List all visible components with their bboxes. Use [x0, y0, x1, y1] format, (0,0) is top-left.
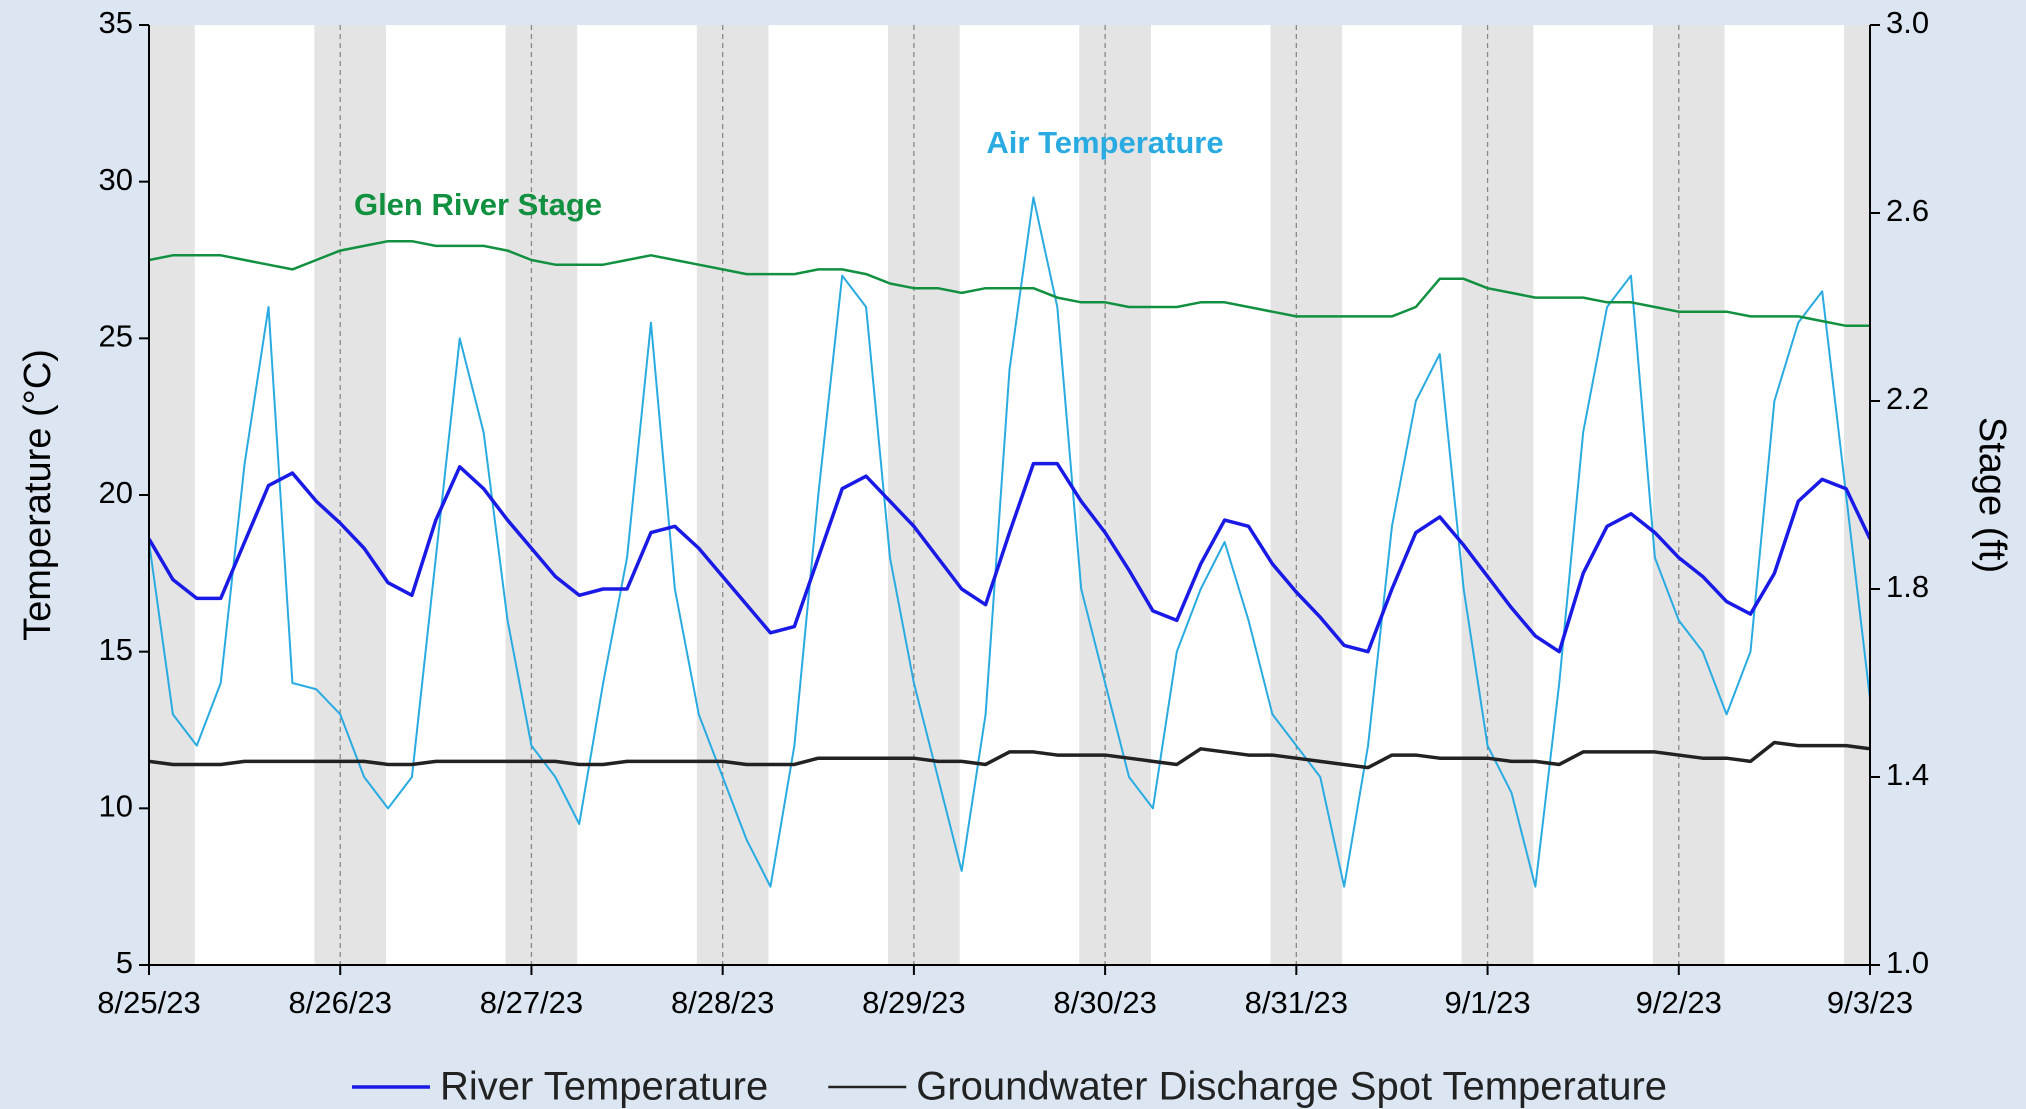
y2-tick-label: 1.8 [1886, 569, 1929, 604]
x-tick-label: 9/2/23 [1636, 985, 1722, 1020]
legend-label: Groundwater Discharge Spot Temperature [916, 1065, 1667, 1109]
night-band [1652, 25, 1725, 965]
night-band [505, 25, 578, 965]
night-band [1270, 25, 1343, 965]
night-band [1844, 25, 1870, 965]
y-tick-label: 15 [99, 632, 133, 667]
plot-area [149, 25, 1870, 965]
series-annotation: Air Temperature [986, 125, 1223, 160]
x-tick-label: 8/27/23 [480, 985, 583, 1020]
y2-tick-label: 3.0 [1886, 5, 1929, 40]
y2-tick-label: 2.2 [1886, 381, 1929, 416]
x-tick-label: 9/3/23 [1827, 985, 1913, 1020]
x-tick-label: 8/30/23 [1053, 985, 1156, 1020]
y-axis-title: Temperature (°C) [17, 349, 59, 641]
lines [149, 196, 1870, 888]
y2-tick-label: 1.4 [1886, 757, 1929, 792]
y2-tick-label: 1.0 [1886, 945, 1929, 980]
y-tick-label: 25 [99, 319, 133, 354]
y-tick-label: 35 [99, 5, 133, 40]
x-tick-label: 8/25/23 [97, 985, 200, 1020]
night-band [1461, 25, 1534, 965]
y2-tick-label: 2.6 [1886, 193, 1929, 228]
night-bands [149, 25, 1870, 965]
series-line [149, 740, 1870, 770]
x-tick-label: 8/31/23 [1245, 985, 1348, 1020]
y-tick-label: 5 [116, 945, 133, 980]
night-band [1079, 25, 1151, 965]
legend-label: River Temperature [440, 1065, 768, 1109]
x-tick-label: 8/28/23 [671, 985, 774, 1020]
y2-axis-title: Stage (ft) [1971, 417, 2013, 573]
y-tick-label: 10 [99, 789, 133, 824]
night-band [887, 25, 960, 965]
x-tick-label: 8/29/23 [862, 985, 965, 1020]
night-band [149, 25, 195, 965]
series-annotation: Glen River Stage [354, 187, 602, 222]
night-band [314, 25, 387, 965]
y-tick-label: 30 [99, 162, 133, 197]
x-tick-label: 9/1/23 [1444, 985, 1530, 1020]
x-tick-label: 8/26/23 [289, 985, 392, 1020]
series-line [149, 196, 1870, 888]
series-line [149, 461, 1870, 654]
axes: 8/25/23 8/26/23 8/27/23 8/28/23 8/29/23 8/30/… [97, 5, 1929, 1020]
series-line [149, 239, 1870, 328]
night-band [696, 25, 769, 965]
y-tick-label: 20 [99, 475, 133, 510]
